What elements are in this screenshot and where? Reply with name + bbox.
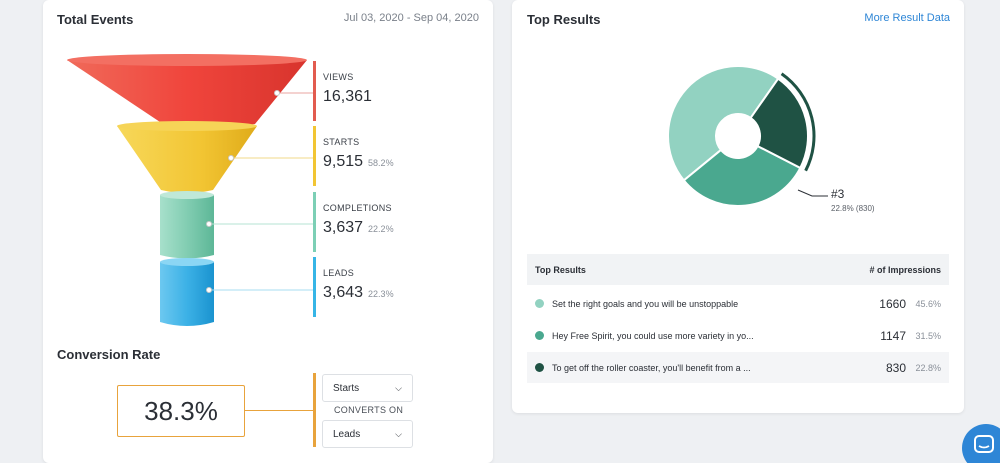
chat-bubble-icon <box>974 435 994 453</box>
funnel-completions-segment <box>160 195 214 259</box>
result-count: 1660 <box>879 296 906 311</box>
funnel-leads-segment <box>160 262 214 326</box>
metric-pct: 22.2% <box>368 224 394 234</box>
conversion-rate-title: Conversion Rate <box>57 347 161 362</box>
result-count: 1147 <box>880 328 906 343</box>
header-top-results: Top Results <box>535 264 586 275</box>
total-events-card: Total Events Jul 03, 2020 - Sep 04, 2020 <box>43 0 493 463</box>
result-pct: 22.8% <box>915 362 941 373</box>
conversion-bar <box>313 373 316 447</box>
result-count: 830 <box>885 360 906 375</box>
callout-line <box>797 189 828 197</box>
date-range: Jul 03, 2020 - Sep 04, 2020 <box>343 12 479 24</box>
donut-slice[interactable] <box>749 77 809 170</box>
top-results-title: Top Results <box>527 12 601 27</box>
total-events-title: Total Events <box>57 12 134 27</box>
funnel-graphic <box>67 54 313 326</box>
result-text: To get off the roller coaster, you'll be… <box>552 362 751 373</box>
highlight-arc <box>780 72 816 172</box>
conversion-rate-value: 38.3% <box>117 385 245 437</box>
metric-label: VIEWS <box>323 72 354 82</box>
conversion-connector <box>245 410 313 411</box>
metric-value: 3,643 <box>323 284 364 301</box>
converts-on-label: CONVERTS ON <box>334 405 404 415</box>
result-pct: 45.6% <box>915 298 941 309</box>
metric-label: STARTS <box>323 137 360 147</box>
chevron-down-icon: ⌵ <box>395 428 402 439</box>
donut-slice[interactable] <box>667 65 780 182</box>
metric-label: COMPLETIONS <box>323 203 392 213</box>
funnel-completions-top <box>160 191 214 199</box>
results-table-header: Top Results # of Impressions <box>527 254 949 285</box>
metric-pct: 22.3% <box>368 289 394 299</box>
funnel-leads-top <box>160 258 214 266</box>
legend-dot <box>535 299 544 308</box>
table-row[interactable]: Hey Free Spirit, you could use more vari… <box>527 320 949 351</box>
chevron-down-icon: ⌵ <box>395 382 402 393</box>
conversion-from-select[interactable]: Starts ⌵ <box>322 374 413 402</box>
funnel-views-top <box>67 54 307 66</box>
metric-completions: COMPLETIONS 3,637 22.2% <box>313 192 453 252</box>
table-row[interactable]: To get off the roller coaster, you'll be… <box>527 352 949 383</box>
select-value: Leads <box>333 428 361 440</box>
metric-starts: STARTS 9,515 58.2% <box>313 126 453 186</box>
metric-label: LEADS <box>323 268 355 278</box>
donut-slice[interactable] <box>682 144 802 207</box>
chat-button[interactable] <box>962 424 1000 463</box>
result-pct: 31.5% <box>915 330 941 341</box>
callout-label: #3 <box>831 187 845 201</box>
legend-dot <box>535 363 544 372</box>
funnel-starts-top <box>117 121 257 131</box>
metric-value: 9,515 <box>323 153 364 170</box>
select-value: Starts <box>333 382 360 394</box>
result-text: Set the right goals and you will be unst… <box>552 298 739 309</box>
conversion-to-select[interactable]: Leads ⌵ <box>322 420 413 448</box>
legend-dot <box>535 331 544 340</box>
metric-views: VIEWS 16,361 <box>313 61 453 121</box>
metric-value: 16,361 <box>323 88 372 105</box>
funnel-starts-segment <box>117 126 257 193</box>
metric-leads: LEADS 3,643 22.3% <box>313 257 453 317</box>
table-row[interactable]: Set the right goals and you will be unst… <box>527 288 949 319</box>
header-impressions: # of Impressions <box>869 264 941 275</box>
metric-pct: 58.2% <box>368 158 394 168</box>
top-results-card: Top Results More Result Data #3 22.8% (8… <box>512 0 964 413</box>
more-result-data-link[interactable]: More Result Data <box>864 12 950 24</box>
result-text: Hey Free Spirit, you could use more vari… <box>552 330 754 341</box>
callout-detail: 22.8% (830) <box>831 204 875 213</box>
funnel-views-segment <box>67 60 307 128</box>
results-donut-chart: #3 22.8% (830) <box>667 65 875 213</box>
metric-value: 3,637 <box>323 219 364 236</box>
